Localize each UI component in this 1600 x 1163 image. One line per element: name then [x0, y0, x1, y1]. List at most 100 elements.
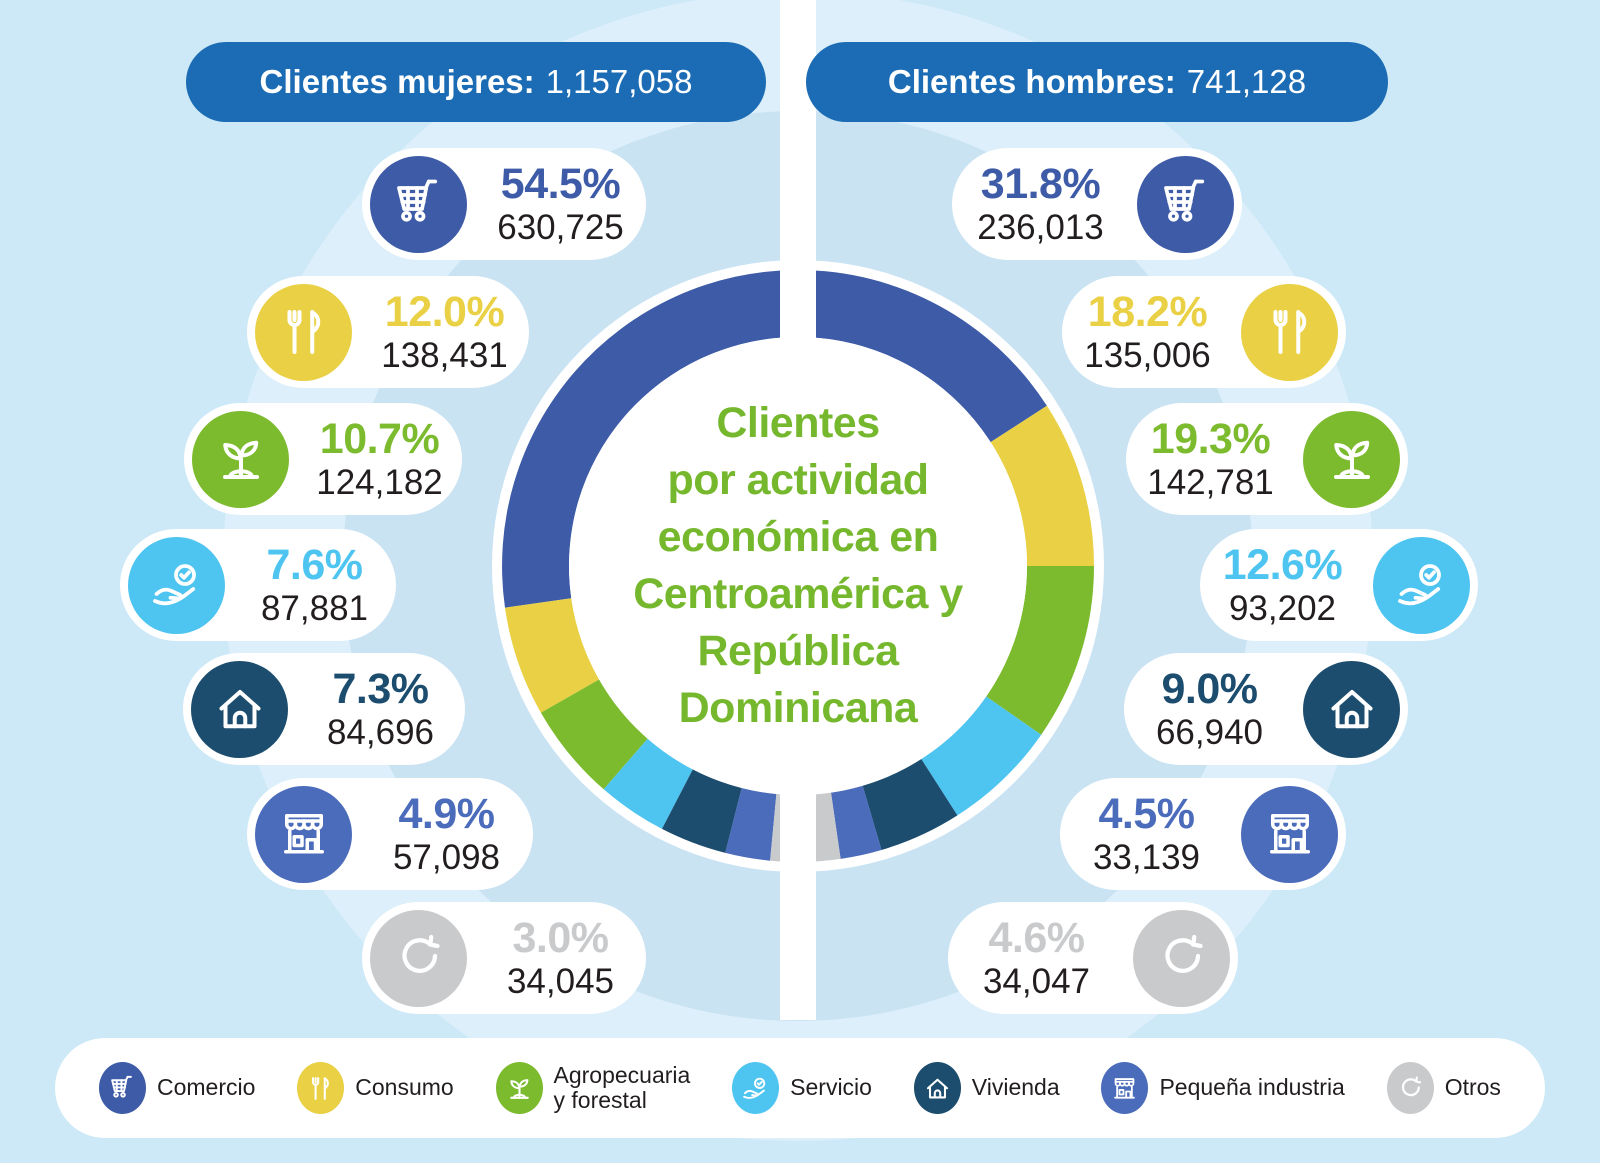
stat-text: 12.0% 138,431	[360, 288, 529, 375]
stat-count: 93,202	[1228, 589, 1337, 628]
donut-segment-left-4	[662, 769, 742, 853]
stat-percent: 4.9%	[398, 790, 495, 838]
legend-item-otros: Otros	[1386, 1062, 1501, 1114]
legend-label: Otros	[1444, 1074, 1501, 1101]
male-clients-label: Clientes hombres:	[887, 63, 1176, 100]
stat-percent: 12.0%	[384, 288, 505, 336]
legend-label: Consumo	[355, 1074, 454, 1101]
center-divider	[780, 0, 816, 1020]
refresh-arrow-icon	[1386, 1062, 1434, 1114]
stat-percent: 19.3%	[1150, 415, 1271, 463]
stat-percent: 9.0%	[1161, 665, 1258, 713]
legend-item-comercio: Comercio	[99, 1062, 255, 1114]
stat-percent: 4.5%	[1098, 790, 1195, 838]
stat-percent: 4.6%	[988, 914, 1085, 962]
donut-segment-left-2	[540, 679, 648, 790]
legend-label: Agropecuaria y forestal	[553, 1061, 691, 1113]
hand-check-icon	[732, 1062, 780, 1114]
stat-pill-left-consumo: 12.0% 138,431	[247, 276, 529, 388]
house-icon	[191, 660, 288, 758]
stat-count: 34,047	[982, 962, 1091, 1001]
stat-pill-right-agropecuaria-y-forestal: 19.3% 142,781	[1126, 403, 1408, 515]
stat-pill-right-otros: 4.6% 34,047	[948, 902, 1238, 1014]
hand-check-icon	[128, 536, 225, 634]
stat-pill-left-agropecuaria-y-forestal: 10.7% 124,182	[184, 403, 462, 515]
shopping-cart-icon	[1137, 155, 1234, 253]
donut-segment-left-1	[505, 598, 600, 713]
house-icon	[1303, 660, 1400, 758]
stat-text: 4.9% 57,098	[360, 790, 533, 877]
stat-percent: 31.8%	[980, 160, 1101, 208]
utensils-icon	[255, 283, 352, 381]
stat-count: 84,696	[326, 713, 435, 752]
utensils-icon	[297, 1062, 345, 1114]
donut-segment-right-1	[990, 405, 1094, 566]
utensils-icon	[1241, 283, 1338, 381]
stat-text: 54.5% 630,725	[475, 163, 646, 247]
legend-item-peque-a-industria: Pequeña industria	[1101, 1062, 1345, 1114]
donut-segment-right-3	[921, 696, 1042, 816]
hand-check-icon	[1373, 536, 1470, 634]
shopping-cart-icon	[99, 1062, 146, 1114]
stat-text: 7.3% 84,696	[296, 665, 465, 752]
stat-pill-right-servicio: 12.6% 93,202	[1200, 529, 1478, 641]
stat-percent: 18.2%	[1087, 288, 1208, 336]
stat-text: 4.6% 34,047	[948, 914, 1125, 1001]
stat-text: 3.0% 34,045	[475, 914, 646, 1000]
stat-pill-right-peque-a-industria: 4.5% 33,139	[1060, 778, 1346, 890]
stat-count: 87,881	[260, 589, 369, 628]
legend: Comercio Consumo Agropecuaria y forestal Se…	[55, 1038, 1545, 1138]
stat-percent: 10.7%	[319, 415, 440, 463]
stat-pill-left-vivienda: 7.3% 84,696	[183, 653, 465, 765]
donut-segment-left-3	[603, 738, 693, 829]
stat-count: 142,781	[1147, 463, 1274, 502]
legend-item-agropecuaria-y-forestal: Agropecuaria y forestal	[495, 1061, 691, 1114]
stat-text: 7.6% 87,881	[233, 541, 396, 628]
donut-segment-right-0	[798, 270, 1047, 443]
stat-pill-right-consumo: 18.2% 135,006	[1062, 276, 1346, 388]
stat-text: 19.3% 142,781	[1126, 415, 1295, 502]
donut-chart	[502, 270, 1094, 863]
female-clients-total: 1,157,058	[545, 63, 693, 100]
storefront-icon	[255, 785, 352, 883]
male-clients-total: 741,128	[1186, 63, 1307, 100]
stat-percent: 3.0%	[512, 914, 609, 962]
stat-pill-left-peque-a-industria: 4.9% 57,098	[247, 778, 533, 890]
male-clients-banner: Clientes hombres: 741,128	[806, 42, 1388, 122]
stat-text: 12.6% 93,202	[1200, 541, 1365, 628]
stat-percent: 12.6%	[1222, 541, 1343, 589]
stat-count: 124,182	[316, 463, 443, 502]
legend-item-consumo: Consumo	[297, 1062, 454, 1114]
stat-percent: 7.3%	[332, 665, 429, 713]
stat-count: 630,725	[497, 208, 624, 247]
stat-count: 66,940	[1155, 713, 1264, 752]
refresh-arrow-icon	[1133, 909, 1230, 1007]
stat-pill-right-comercio: 31.8% 236,013	[952, 148, 1242, 260]
legend-label: Pequeña industria	[1159, 1074, 1345, 1101]
stat-text: 9.0% 66,940	[1124, 665, 1295, 752]
sprout-icon	[1303, 410, 1400, 508]
stat-pill-left-otros: 3.0% 34,045	[362, 902, 646, 1014]
stat-count: 135,006	[1084, 336, 1211, 375]
stat-count: 57,098	[392, 838, 501, 877]
stat-pill-left-servicio: 7.6% 87,881	[120, 529, 396, 641]
stat-percent: 7.6%	[266, 541, 363, 589]
stat-pill-right-vivienda: 9.0% 66,940	[1124, 653, 1408, 765]
legend-item-vivienda: Vivienda	[913, 1062, 1060, 1114]
female-clients-banner: Clientes mujeres: 1,157,058	[186, 42, 766, 122]
sprout-icon	[192, 410, 289, 508]
refresh-arrow-icon	[370, 909, 467, 1007]
storefront-icon	[1241, 785, 1338, 883]
stat-text: 10.7% 124,182	[297, 415, 462, 502]
donut-segment-left-5	[725, 788, 777, 861]
stat-text: 4.5% 33,139	[1060, 790, 1233, 877]
stat-count: 138,431	[381, 336, 508, 375]
donut-segment-right-2	[986, 566, 1094, 735]
stat-pill-left-comercio: 54.5% 630,725	[362, 148, 646, 260]
legend-label: Vivienda	[971, 1074, 1060, 1101]
house-icon	[913, 1062, 961, 1114]
stat-count: 33,139	[1092, 838, 1201, 877]
chart-title: Clientes por actividad económica en Cent…	[633, 399, 963, 732]
shopping-cart-icon	[370, 155, 467, 253]
donut-segment-left-0	[502, 270, 798, 608]
